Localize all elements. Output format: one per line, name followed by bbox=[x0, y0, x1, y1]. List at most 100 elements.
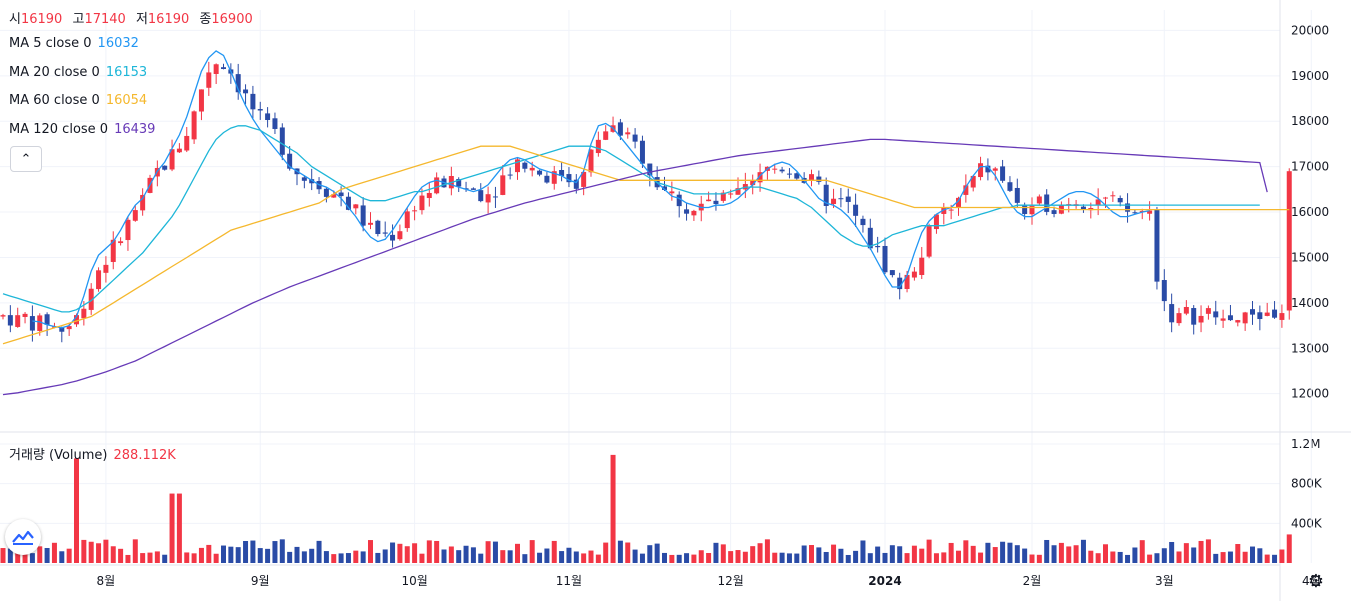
volume-bar bbox=[1073, 545, 1079, 563]
candle-body bbox=[1117, 198, 1123, 203]
open-label: 시 bbox=[9, 12, 21, 27]
volume-label: 거래량 (Volume) bbox=[9, 448, 108, 463]
gear-icon[interactable]: ⚙ bbox=[1307, 570, 1325, 592]
volume-bar bbox=[1264, 554, 1270, 563]
volume-bar bbox=[882, 552, 888, 563]
candle-body bbox=[559, 169, 565, 176]
volume-bar bbox=[463, 545, 469, 563]
candle-body bbox=[287, 153, 293, 169]
candle-body bbox=[956, 197, 961, 208]
candle-body bbox=[625, 132, 631, 135]
volume-legend[interactable]: 거래량 (Volume) 288.112K bbox=[9, 444, 176, 463]
candle-body bbox=[985, 165, 991, 173]
close-value: 16900 bbox=[211, 12, 253, 27]
price-tick-label: 18000 bbox=[1291, 114, 1329, 128]
candle-body bbox=[1176, 313, 1182, 324]
volume-bar bbox=[970, 545, 976, 563]
high-label: 고 bbox=[72, 12, 85, 27]
volume-bar bbox=[1000, 541, 1006, 563]
volume-bar bbox=[228, 546, 234, 563]
candle-body bbox=[1139, 210, 1145, 212]
volume-bar bbox=[360, 551, 366, 563]
candle-body bbox=[404, 211, 410, 229]
volume-bar bbox=[809, 545, 814, 563]
volume-bar bbox=[985, 542, 991, 563]
price-tick-label: 13000 bbox=[1291, 341, 1329, 355]
ma60-legend[interactable]: MA 60 close 0 16054 bbox=[9, 93, 147, 108]
ma5-value: 16032 bbox=[97, 36, 139, 51]
candle-body bbox=[1257, 312, 1263, 320]
ma20-legend[interactable]: MA 20 close 0 16153 bbox=[9, 65, 147, 80]
time-tick-label: 9월 bbox=[251, 574, 270, 588]
volume-bar bbox=[794, 553, 800, 563]
candle-body bbox=[1183, 306, 1189, 314]
time-tick-label: 11월 bbox=[556, 574, 582, 588]
candle-body bbox=[1044, 194, 1050, 212]
time-tick-label: 8월 bbox=[97, 574, 116, 588]
ma60-label: MA 60 close 0 bbox=[9, 93, 100, 108]
candle-body bbox=[1103, 197, 1108, 199]
candle-body bbox=[882, 245, 888, 273]
volume-bar bbox=[1139, 540, 1145, 563]
volume-bar bbox=[1286, 534, 1292, 563]
candle-body bbox=[1110, 195, 1116, 197]
volume-bar bbox=[772, 552, 778, 563]
low-value: 16190 bbox=[147, 12, 190, 27]
volume-bar bbox=[140, 553, 146, 563]
volume-bar bbox=[118, 548, 124, 563]
volume-bar bbox=[632, 549, 638, 563]
candle-body bbox=[838, 198, 844, 200]
ma60-value: 16054 bbox=[105, 93, 148, 108]
candle-body bbox=[904, 274, 910, 289]
volume-bar bbox=[1058, 542, 1064, 563]
candle-body bbox=[1169, 304, 1175, 323]
volume-bar bbox=[588, 550, 594, 563]
candle-body bbox=[397, 231, 403, 240]
volume-bar bbox=[522, 554, 528, 563]
volume-bar bbox=[162, 554, 168, 563]
candle-body bbox=[728, 193, 734, 195]
candle-body bbox=[647, 163, 653, 176]
candle-body bbox=[140, 194, 146, 211]
candle-body bbox=[1227, 315, 1233, 321]
volume-bar bbox=[1110, 551, 1116, 563]
tradingview-logo[interactable] bbox=[5, 519, 41, 555]
price-tick-label: 12000 bbox=[1291, 387, 1329, 401]
open-value: 16190 bbox=[20, 12, 63, 27]
candle-body bbox=[169, 149, 175, 170]
ma5-legend[interactable]: MA 5 close 0 16032 bbox=[9, 36, 139, 51]
volume-tick-label: 1.2M bbox=[1291, 437, 1320, 451]
ma120-legend[interactable]: MA 120 close 0 16439 bbox=[9, 122, 155, 137]
volume-bar bbox=[1183, 543, 1189, 563]
candle-body bbox=[15, 315, 21, 327]
volume-bar bbox=[698, 550, 704, 563]
collapse-legend-button[interactable]: ⌃ bbox=[10, 146, 42, 172]
ma120-value: 16439 bbox=[114, 122, 156, 137]
volume-bar bbox=[184, 552, 190, 563]
candle-body bbox=[772, 168, 778, 170]
volume-bar bbox=[154, 551, 160, 563]
candle-body bbox=[1235, 320, 1241, 323]
volume-bar bbox=[537, 552, 543, 563]
candle-body bbox=[96, 270, 102, 290]
high-value: 17140 bbox=[84, 12, 126, 27]
volume-bar bbox=[566, 547, 572, 563]
volume-bar bbox=[904, 553, 910, 563]
time-tick-label: 4월 bbox=[1302, 574, 1321, 588]
candle-body bbox=[595, 139, 601, 154]
volume-bar bbox=[7, 548, 13, 563]
candle-body bbox=[301, 177, 307, 181]
candle-body bbox=[1000, 166, 1006, 181]
volume-bar bbox=[1036, 554, 1042, 563]
candle-body bbox=[265, 113, 271, 121]
candle-body bbox=[198, 89, 204, 112]
volume-bar bbox=[926, 539, 932, 563]
volume-bar bbox=[992, 547, 998, 563]
volume-bar bbox=[1176, 551, 1182, 563]
volume-bar bbox=[617, 540, 623, 563]
volume-bar bbox=[29, 553, 35, 563]
price-tick-label: 15000 bbox=[1291, 250, 1329, 264]
volume-bar bbox=[1227, 551, 1233, 563]
volume-bar bbox=[581, 553, 587, 563]
